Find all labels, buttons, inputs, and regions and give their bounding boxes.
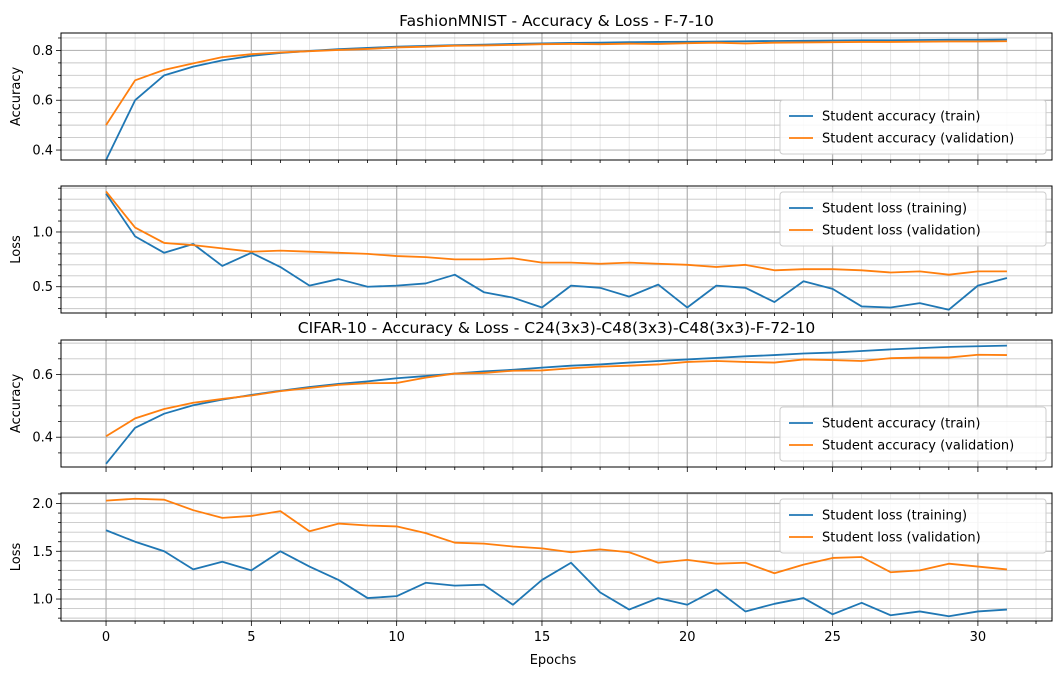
x-tick-label: 10 bbox=[388, 630, 405, 645]
legend-box bbox=[779, 498, 1047, 554]
series-line-train bbox=[105, 193, 1008, 311]
y-tick-label: 0.8 bbox=[32, 44, 53, 59]
x-tick-label: 0 bbox=[102, 630, 110, 645]
series-line-validation bbox=[105, 40, 1007, 126]
legend-box bbox=[779, 406, 1047, 462]
y-tick-label: 1.0 bbox=[32, 593, 53, 608]
legend: Student loss (training) Student loss (val… bbox=[779, 191, 1047, 247]
y-axis-label: Accuracy bbox=[9, 374, 24, 434]
y-axis-label: Accuracy bbox=[9, 67, 24, 127]
legend-entry: Student loss (training) bbox=[822, 202, 967, 217]
legend-entry: Student accuracy (validation) bbox=[822, 132, 1014, 147]
legend-entry: Student loss (validation) bbox=[822, 224, 981, 239]
axes-frame bbox=[60, 185, 1053, 314]
legend-box bbox=[779, 99, 1047, 155]
y-tick-label: 0.6 bbox=[32, 368, 53, 383]
y-tick-label: 0.4 bbox=[32, 431, 53, 446]
y-axis-label: Loss bbox=[9, 235, 24, 264]
x-tick-label: 25 bbox=[824, 630, 841, 645]
y-tick-label: 0.5 bbox=[32, 280, 53, 295]
legend: Student accuracy (train) Student accuracy… bbox=[779, 99, 1047, 155]
legend-entry: Student accuracy (train) bbox=[822, 417, 981, 432]
legend: Student loss (training) Student loss (val… bbox=[779, 498, 1047, 554]
series-line-validation bbox=[105, 190, 1007, 276]
chart-title: FashionMNIST - Accuracy & Loss - F-7-10 bbox=[399, 12, 714, 30]
legend-box bbox=[779, 191, 1047, 247]
chart-panel-1: 0.4 0.6 0.8 Accuracy FashionMNIST - Accuracy… bbox=[9, 12, 1053, 165]
chart-panel-4: 1.0 1.5 2.0 0 5 10 15 20 25 30 Loss Student loss (t… bbox=[9, 492, 1053, 645]
series-line-validation bbox=[105, 497, 1008, 575]
x-tick-label: 20 bbox=[679, 630, 696, 645]
chart-title: CIFAR-10 - Accuracy & Loss - C24(3x3)-C4… bbox=[298, 319, 815, 337]
legend-entry: Student accuracy (validation) bbox=[822, 439, 1014, 454]
y-tick-label: 1.5 bbox=[32, 545, 53, 560]
chart-panel-3: 0.4 0.6 Accuracy CIFAR-10 - Accuracy & Loss… bbox=[9, 319, 1053, 472]
series-line-train bbox=[105, 529, 1008, 618]
legend-entry: Student loss (validation) bbox=[822, 531, 981, 546]
x-tick-label: 15 bbox=[534, 630, 551, 645]
legend-entry: Student loss (training) bbox=[822, 509, 967, 524]
x-tick-label: 5 bbox=[247, 630, 255, 645]
y-tick-label: 0.6 bbox=[32, 94, 53, 109]
axes-frame bbox=[60, 339, 1053, 468]
axes-frame bbox=[60, 492, 1053, 622]
legend-entry: Student accuracy (train) bbox=[822, 110, 981, 125]
y-tick-label: 2.0 bbox=[32, 497, 53, 512]
x-tick-label: 30 bbox=[970, 630, 987, 645]
x-axis-label: Epochs bbox=[530, 653, 577, 668]
y-tick-label: 0.4 bbox=[32, 144, 53, 159]
y-axis-label: Loss bbox=[9, 543, 24, 572]
legend: Student accuracy (train) Student accuracy… bbox=[779, 406, 1047, 462]
axes-frame bbox=[60, 32, 1053, 161]
y-tick-label: 1.0 bbox=[32, 225, 53, 240]
series-line-validation bbox=[105, 353, 1007, 438]
